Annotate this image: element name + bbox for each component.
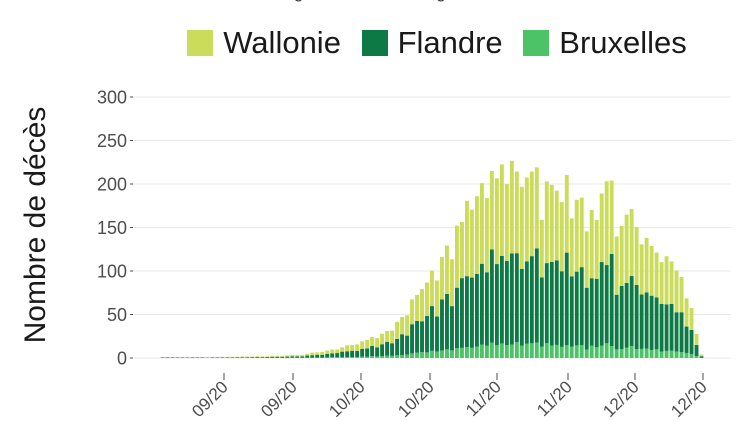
svg-text:10/20: 10/20 [325, 377, 369, 421]
svg-text:0: 0 [117, 349, 127, 369]
svg-text:12/20: 12/20 [667, 377, 711, 421]
svg-text:10/20: 10/20 [394, 377, 438, 421]
svg-text:50: 50 [107, 305, 127, 325]
svg-text:12/20: 12/20 [599, 377, 643, 421]
svg-text:300: 300 [97, 88, 127, 108]
svg-text:250: 250 [97, 131, 127, 151]
svg-text:100: 100 [97, 262, 127, 282]
svg-text:09/20: 09/20 [188, 377, 232, 421]
svg-text:200: 200 [97, 175, 127, 195]
svg-text:11/20: 11/20 [462, 377, 505, 420]
svg-text:11/20: 11/20 [533, 377, 576, 420]
svg-text:150: 150 [97, 218, 127, 238]
svg-text:09/20: 09/20 [257, 377, 301, 421]
